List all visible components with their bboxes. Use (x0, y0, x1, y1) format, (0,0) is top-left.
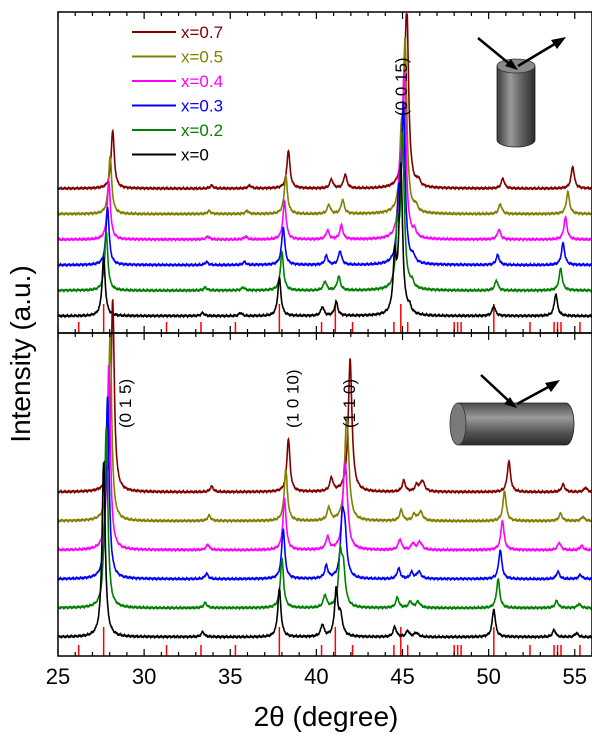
legend-label: x=0.3 (181, 97, 223, 116)
top-panel (57, 13, 592, 333)
legend-label: x=0.4 (181, 72, 223, 91)
series-line-bottom (57, 299, 592, 495)
series-line-bottom (57, 333, 592, 524)
series-line-top (57, 37, 592, 217)
cylinder-upright-icon (477, 37, 566, 148)
x-axis-label: 2θ (degree) (254, 701, 399, 732)
legend-label: x=0.2 (181, 121, 223, 140)
bottom-panel (57, 299, 592, 656)
x-tick-label: 40 (304, 664, 328, 689)
series-line-top (57, 162, 592, 319)
hkl-annotation: (0 0 15) (392, 57, 411, 116)
x-tick-label: 25 (46, 664, 70, 689)
series-line-bottom (57, 427, 592, 611)
series-line-bottom (57, 396, 592, 582)
x-axis-ticks: 25 30 35 40 45 50 55 (46, 12, 592, 689)
legend-label: x=0.7 (181, 23, 223, 42)
series-line-top (57, 132, 592, 294)
cylinder-lying-icon (449, 374, 575, 446)
series-line-bottom (57, 364, 592, 553)
bottom-panel-frame (57, 332, 592, 657)
x-tick-label: 35 (218, 664, 242, 689)
hkl-annotation: (1 0 10) (283, 369, 302, 428)
x-tick-label: 50 (476, 664, 500, 689)
legend-label: x=0.5 (181, 48, 223, 67)
y-axis-label: Intensity (a.u.) (5, 265, 36, 442)
hkl-annotation: (0 1 5) (116, 379, 135, 428)
x-tick-label: 55 (563, 664, 587, 689)
series-line-top (57, 70, 592, 243)
peak-annotations: (0 0 15) (0 1 5) (1 0 10) (1 1 0) (116, 57, 411, 428)
series-line-top (57, 100, 592, 268)
series-line-top (57, 13, 592, 191)
x-tick-label: 45 (390, 664, 414, 689)
legend-label: x=0 (181, 146, 209, 165)
legend: x=0.7 x=0.5 x=0.4 x=0.3 x=0.2 x=0 (132, 23, 223, 165)
hkl-annotation: (1 1 0) (340, 379, 359, 428)
x-tick-label: 30 (132, 664, 156, 689)
series-line-bottom (57, 460, 592, 640)
